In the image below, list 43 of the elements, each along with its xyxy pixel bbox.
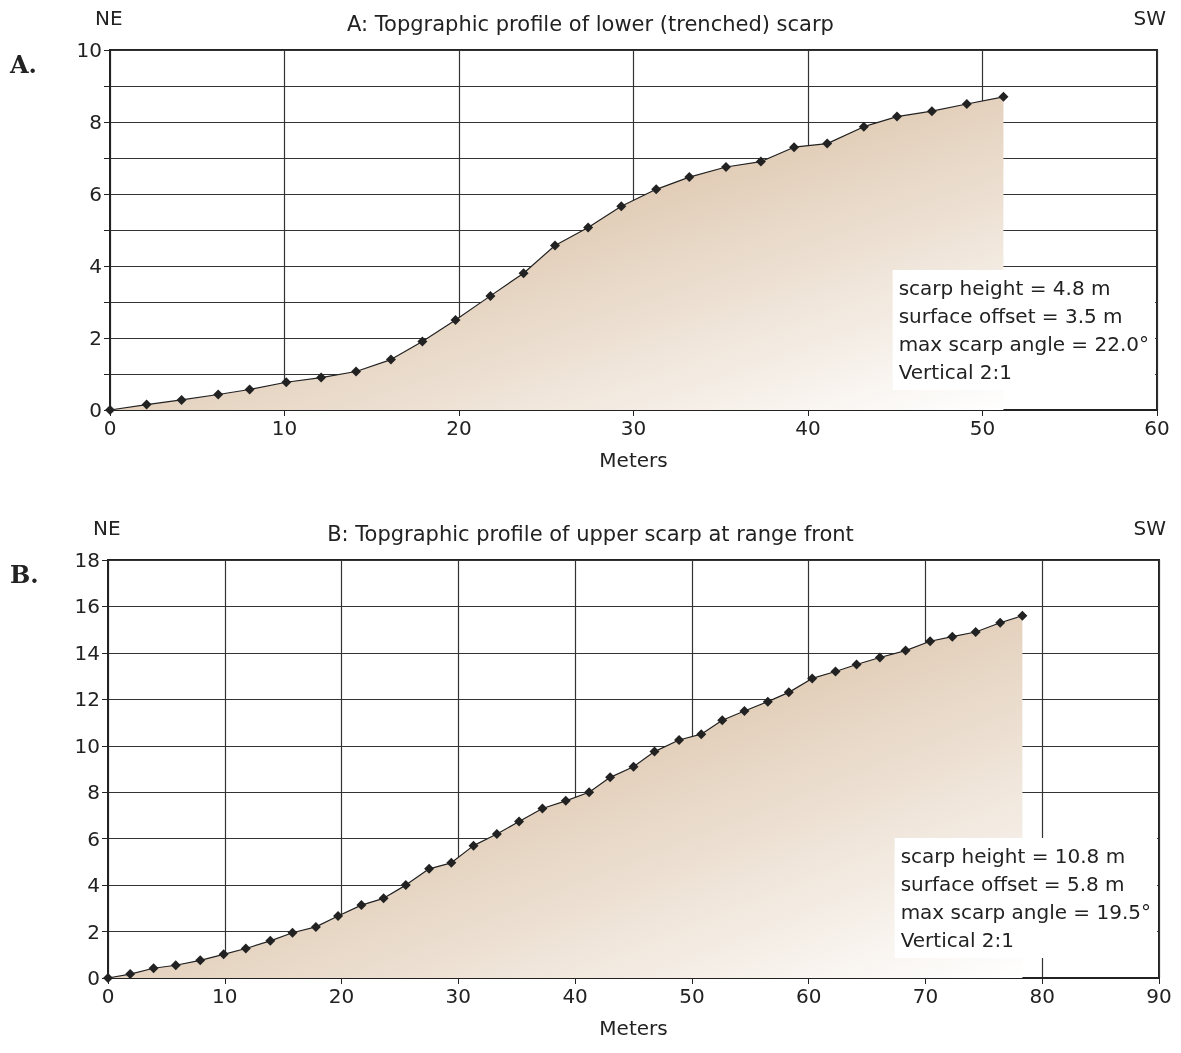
y-tick-label: 4 bbox=[87, 873, 100, 898]
y-tick-label: 8 bbox=[89, 110, 102, 134]
annotation: scarp height = 4.8 m surface offset = 3.5 m max scarp angle = 22.0° Vertical 2:1 bbox=[898, 276, 1149, 384]
x-axis-title: Meters bbox=[599, 1016, 668, 1040]
x-tick-label: 30 bbox=[445, 984, 472, 1008]
text: B. bbox=[10, 559, 39, 589]
text: NE bbox=[93, 516, 121, 540]
text: SW bbox=[1133, 6, 1167, 30]
x-tick-label: 80 bbox=[1029, 984, 1055, 1008]
annotation: scarp height = 10.8 m surface offset = 5.8 m max scarp angle = 19.5° Vertical 2:1 bbox=[900, 844, 1151, 952]
x-tick-label: 50 bbox=[969, 416, 996, 440]
x-tick-label: 90 bbox=[1146, 984, 1172, 1008]
y-tick-label: 0 bbox=[87, 966, 100, 990]
x-tick-label: 30 bbox=[620, 416, 647, 440]
y-tick-label: 6 bbox=[89, 182, 102, 206]
y-tick-label: 10 bbox=[74, 733, 100, 758]
y-tick-label: 4 bbox=[89, 254, 102, 278]
x-tick-label: 70 bbox=[912, 984, 939, 1008]
y-tick-label: 0 bbox=[89, 398, 102, 422]
text: A. bbox=[9, 49, 37, 79]
text: NE bbox=[95, 6, 123, 30]
x-tick-label: 20 bbox=[328, 984, 355, 1008]
y-tick-label: 2 bbox=[89, 326, 102, 350]
x-tick-label: 60 bbox=[795, 984, 822, 1008]
x-tick-label: 40 bbox=[562, 984, 588, 1008]
y-tick-label: 10 bbox=[76, 38, 102, 62]
y-tick-label: 2 bbox=[87, 919, 100, 944]
y-tick-label: 18 bbox=[74, 548, 100, 572]
chart-title: A: Topgraphic profile of lower (trenched) scarp bbox=[347, 11, 834, 36]
text: SW bbox=[1133, 516, 1167, 540]
y-tick-label: 8 bbox=[87, 780, 100, 805]
y-tick-label: 6 bbox=[87, 826, 100, 851]
x-tick-label: 10 bbox=[271, 416, 298, 440]
x-tick-label: 50 bbox=[679, 984, 705, 1008]
x-axis-title: Meters bbox=[599, 448, 668, 472]
y-tick-label: 16 bbox=[74, 594, 100, 619]
y-tick-label: 14 bbox=[74, 640, 100, 665]
x-tick-label: 10 bbox=[212, 984, 238, 1008]
x-tick-label: 40 bbox=[795, 416, 821, 440]
x-tick-label: 60 bbox=[1144, 416, 1170, 440]
y-tick-label: 12 bbox=[74, 687, 100, 712]
chart-title: B: Topgraphic profile of upper scarp at range front bbox=[327, 521, 854, 546]
x-tick-label: 20 bbox=[446, 416, 472, 440]
